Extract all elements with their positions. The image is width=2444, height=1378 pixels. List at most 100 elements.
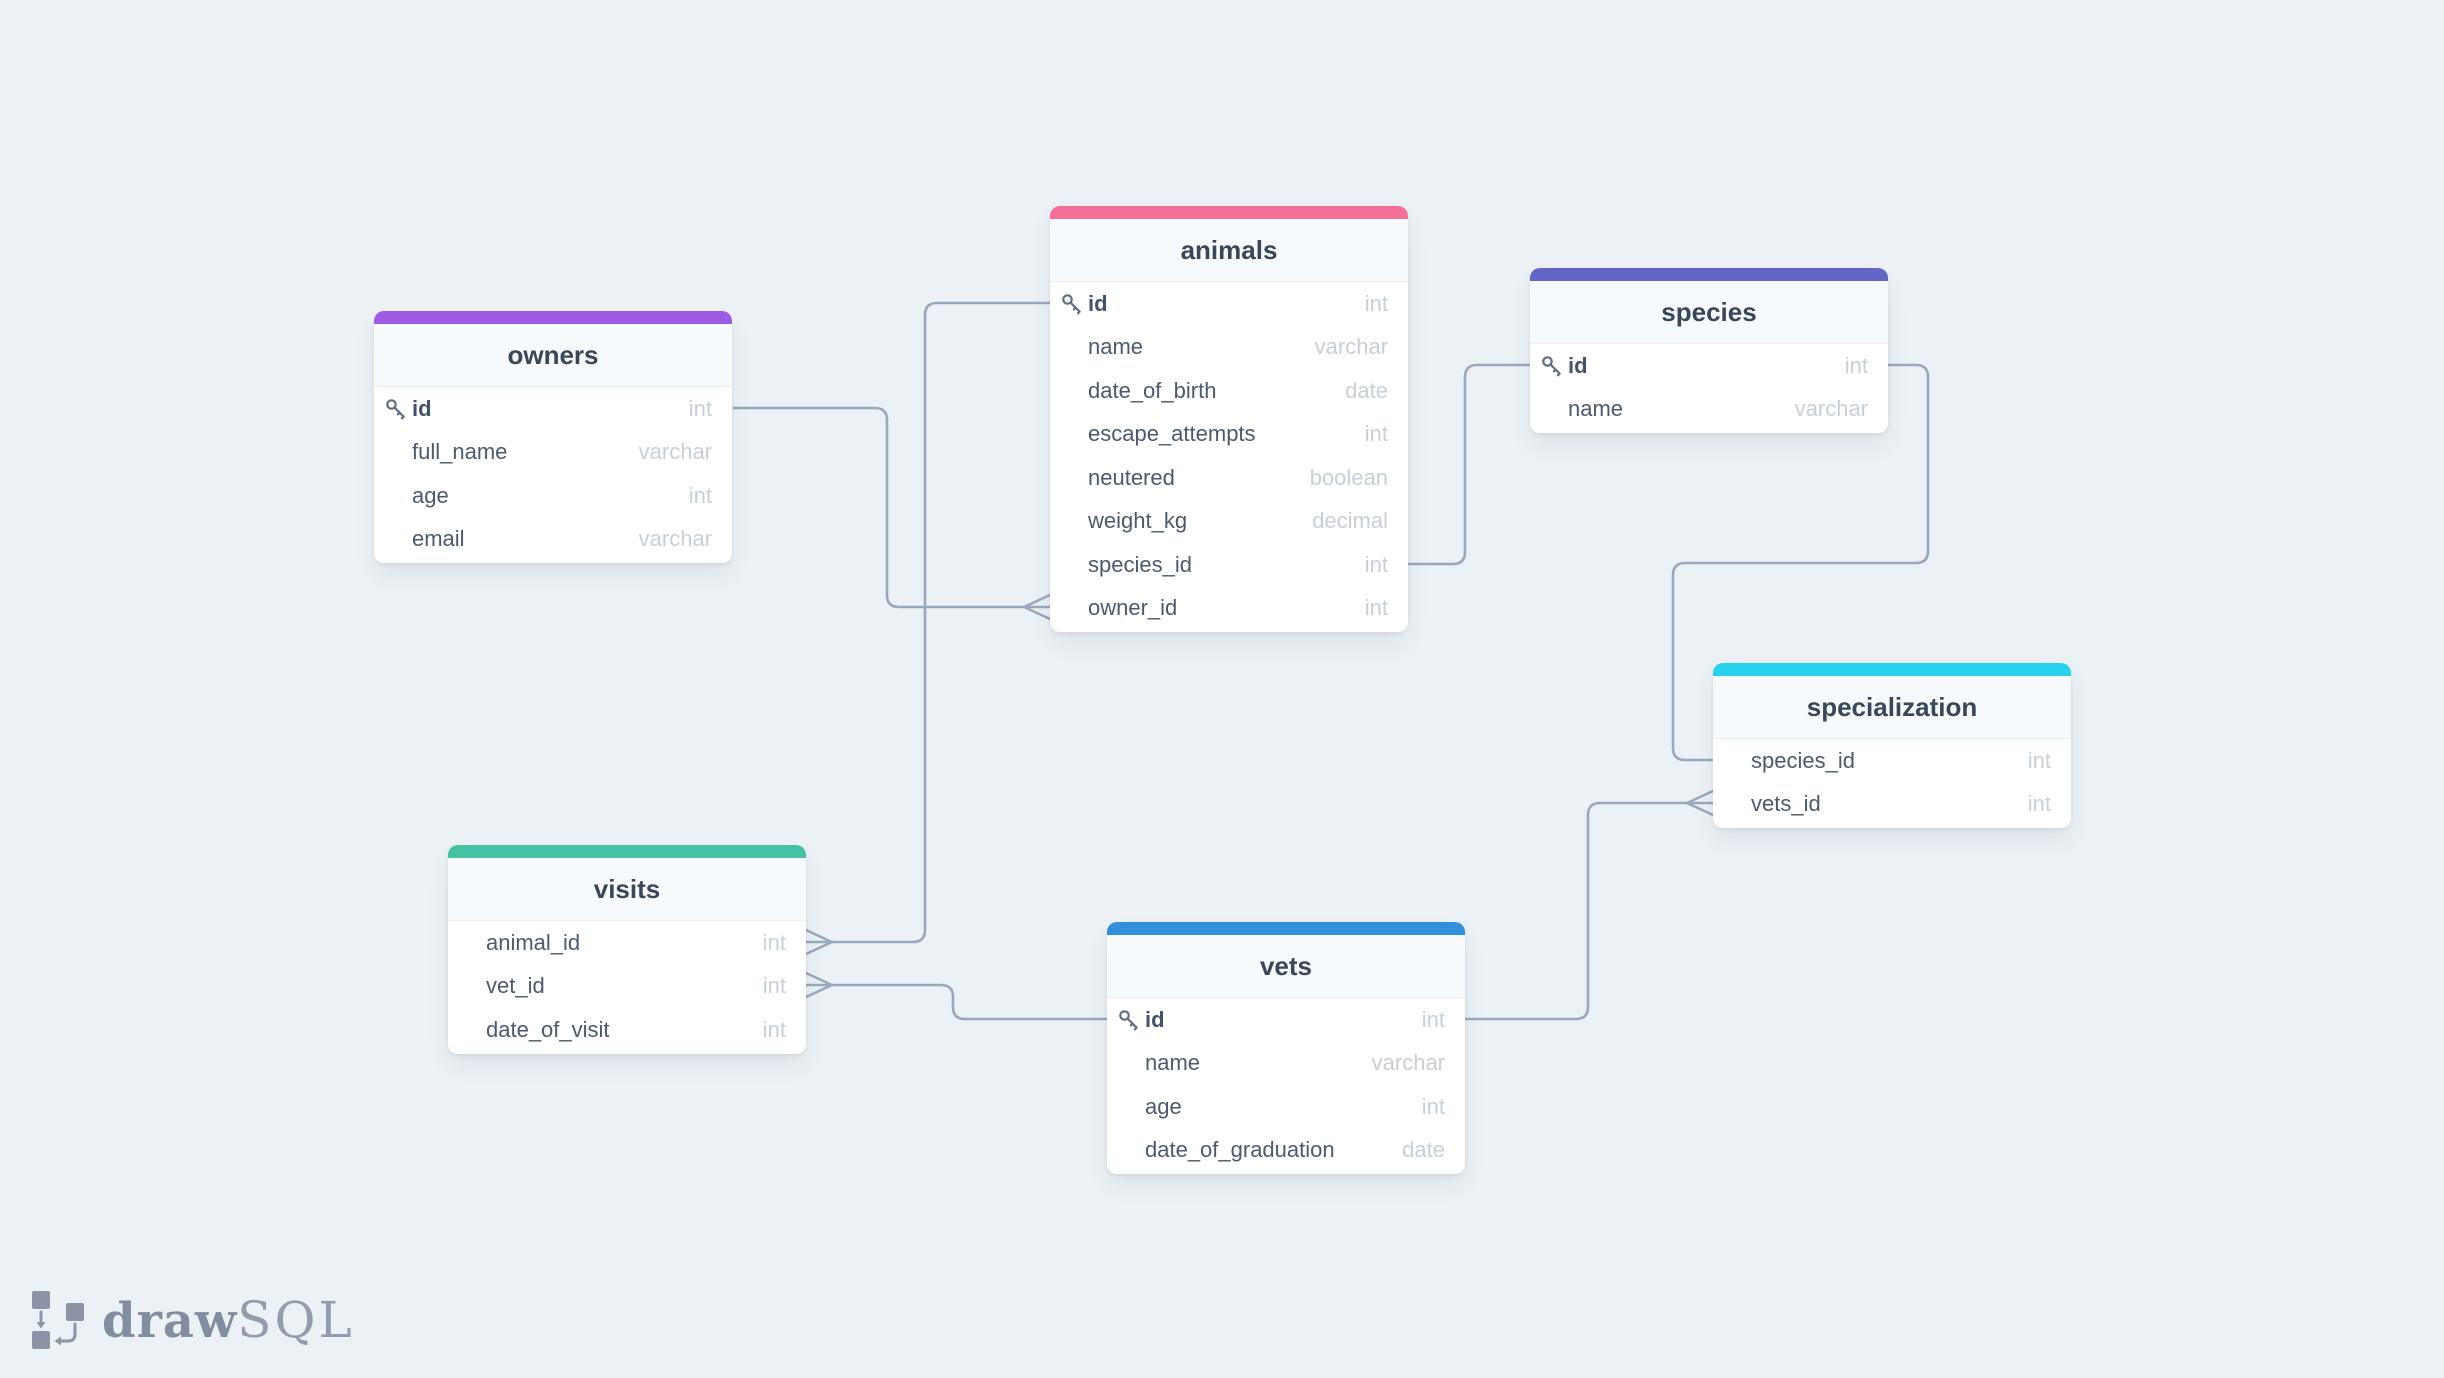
column-name: id <box>1145 1006 1165 1032</box>
column-name: neutered <box>1088 464 1175 490</box>
column-row[interactable]: escape_attempts int <box>1050 413 1408 457</box>
relationship-visits-vets[interactable] <box>830 983 1109 1021</box>
column-type: int <box>762 929 786 955</box>
table-accent-bar <box>1107 922 1465 935</box>
table-title[interactable]: vets <box>1107 935 1465 998</box>
relationship-species-specialization[interactable] <box>1671 363 1930 762</box>
column-row[interactable]: vet_id int <box>448 965 806 1009</box>
column-type: int <box>1421 1093 1445 1119</box>
brand-draw: draw <box>102 1293 238 1349</box>
column-row[interactable]: name varchar <box>1050 326 1408 370</box>
column-name: escape_attempts <box>1088 421 1256 447</box>
table-visits[interactable]: visits animal_id int vet_id int date_of_… <box>448 845 806 1054</box>
column-row[interactable]: date_of_visit int <box>448 1008 806 1052</box>
column-type: int <box>762 973 786 999</box>
column-name: id <box>412 395 432 421</box>
column-type: varchar <box>1314 334 1388 360</box>
drawsql-wordmark: draw SQL <box>102 1291 355 1349</box>
column-name: name <box>1568 396 1624 422</box>
table-animals[interactable]: animals id int name varchar date_of_birt… <box>1050 206 1408 632</box>
column-row[interactable]: neutered boolean <box>1050 456 1408 500</box>
column-row[interactable]: species_id int <box>1713 739 2071 783</box>
column-row[interactable]: age int <box>1107 1085 1465 1129</box>
column-row[interactable]: email varchar <box>374 518 732 562</box>
column-row[interactable]: species_id int <box>1050 543 1408 587</box>
column-row[interactable]: id int <box>374 387 732 431</box>
crow-foot-animals-owner-id <box>1022 593 1052 621</box>
table-vets[interactable]: vets id int name varchar age int date_of… <box>1107 922 1465 1174</box>
table-title[interactable]: animals <box>1050 219 1408 282</box>
column-row[interactable]: owner_id int <box>1050 587 1408 631</box>
table-species[interactable]: species id int name varchar <box>1530 268 1888 433</box>
column-type: date <box>1402 1137 1445 1163</box>
column-type: int <box>688 395 712 421</box>
column-row[interactable]: full_name varchar <box>374 431 732 475</box>
crow-foot-visits-animal-id <box>804 928 834 956</box>
column-name: date_of_birth <box>1088 377 1217 403</box>
table-title[interactable]: species <box>1530 281 1888 344</box>
drawsql-logo: draw SQL <box>30 1290 355 1350</box>
column-row[interactable]: age int <box>374 474 732 518</box>
relationship-owners-animals[interactable] <box>732 406 1026 609</box>
crow-foot-visits-vet-id <box>804 971 834 999</box>
column-type: int <box>1364 421 1388 447</box>
column-name: age <box>412 482 449 508</box>
column-name: vets_id <box>1751 791 1821 817</box>
column-type: decimal <box>1312 508 1388 534</box>
table-accent-bar <box>448 845 806 858</box>
primary-key-icon <box>1539 353 1565 379</box>
column-type: date <box>1345 377 1388 403</box>
relationship-visits-animals[interactable] <box>830 301 1052 944</box>
relationship-vets-specialization[interactable] <box>1463 801 1689 1021</box>
column-row[interactable]: id int <box>1107 998 1465 1042</box>
primary-key-icon <box>1059 291 1085 317</box>
column-row[interactable]: vets_id int <box>1713 783 2071 827</box>
table-accent-bar <box>1050 206 1408 219</box>
column-type: int <box>2027 747 2051 773</box>
column-name: name <box>1088 334 1144 360</box>
column-type: int <box>762 1016 786 1042</box>
column-row[interactable]: id int <box>1050 282 1408 326</box>
column-type: int <box>2027 791 2051 817</box>
crow-foot-specialization-vets-id <box>1685 789 1715 817</box>
table-columns: id int full_name varchar age int email v… <box>374 387 732 563</box>
table-columns: id int name varchar date_of_birth date e… <box>1050 282 1408 632</box>
column-name: weight_kg <box>1088 508 1188 534</box>
column-type: int <box>1844 352 1868 378</box>
column-type: int <box>1364 551 1388 577</box>
column-name: id <box>1088 290 1108 316</box>
table-title[interactable]: owners <box>374 324 732 387</box>
table-columns: id int name varchar <box>1530 344 1888 433</box>
column-name: id <box>1568 352 1588 378</box>
column-type: boolean <box>1309 464 1388 490</box>
column-type: int <box>1421 1006 1445 1032</box>
column-type: varchar <box>1371 1050 1445 1076</box>
column-name: vet_id <box>486 973 545 999</box>
column-type: varchar <box>638 526 712 552</box>
table-title[interactable]: specialization <box>1713 676 2071 739</box>
table-specialization[interactable]: specialization species_id int vets_id in… <box>1713 663 2071 828</box>
column-name: email <box>412 526 465 552</box>
table-title[interactable]: visits <box>448 858 806 921</box>
column-row[interactable]: weight_kg decimal <box>1050 500 1408 544</box>
column-name: full_name <box>412 439 508 465</box>
table-owners[interactable]: owners id int full_name varchar age int … <box>374 311 732 563</box>
column-row[interactable]: date_of_birth date <box>1050 369 1408 413</box>
column-row[interactable]: name varchar <box>1530 388 1888 432</box>
column-row[interactable]: name varchar <box>1107 1042 1465 1086</box>
column-name: date_of_graduation <box>1145 1137 1335 1163</box>
column-row[interactable]: animal_id int <box>448 921 806 965</box>
column-row[interactable]: id int <box>1530 344 1888 388</box>
table-columns: id int name varchar age int date_of_grad… <box>1107 998 1465 1174</box>
table-columns: species_id int vets_id int <box>1713 739 2071 828</box>
column-row[interactable]: date_of_graduation date <box>1107 1129 1465 1173</box>
primary-key-icon <box>383 396 409 422</box>
table-accent-bar <box>1530 268 1888 281</box>
relationship-species-animals[interactable] <box>1406 363 1532 566</box>
table-accent-bar <box>1713 663 2071 676</box>
column-name: date_of_visit <box>486 1016 610 1042</box>
column-type: int <box>688 482 712 508</box>
column-name: species_id <box>1088 551 1192 577</box>
column-name: age <box>1145 1093 1182 1119</box>
